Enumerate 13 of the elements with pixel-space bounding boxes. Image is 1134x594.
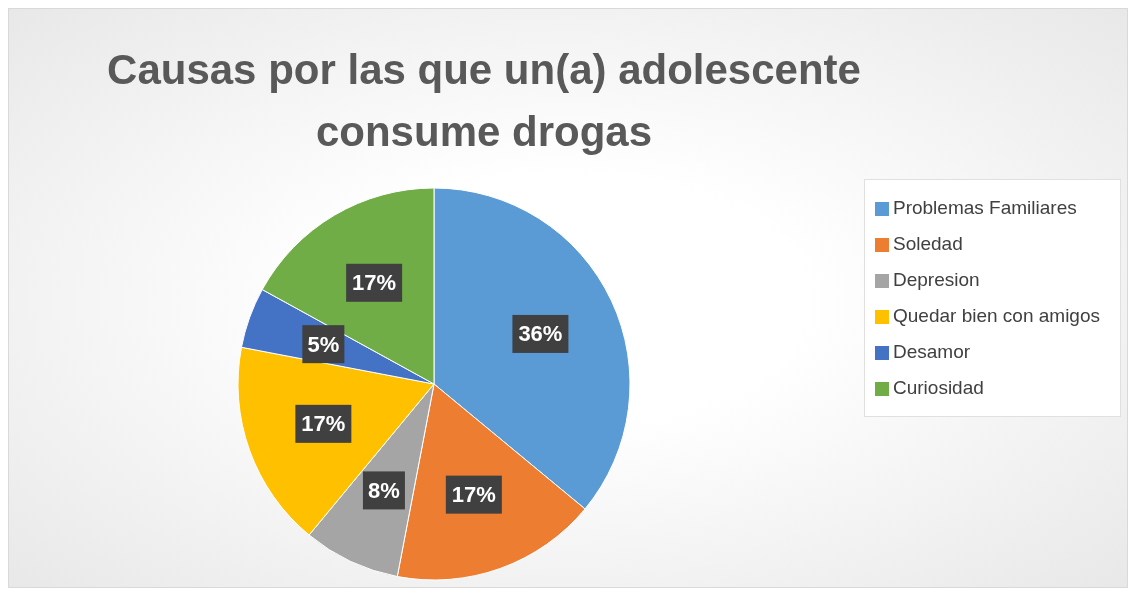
legend-label: Quedar bien con amigos xyxy=(892,305,1100,326)
legend-label: Desamor xyxy=(892,341,971,362)
data-label: 5% xyxy=(307,331,340,357)
data-label: 36% xyxy=(518,321,563,347)
data-label: 17% xyxy=(352,270,397,296)
legend-label: Curiosidad xyxy=(892,377,984,398)
legend-label: Depresion xyxy=(892,269,980,290)
legend-label: Soledad xyxy=(892,233,963,254)
data-label: 17% xyxy=(301,411,346,437)
legend-label: Problemas Familiares xyxy=(892,197,1077,218)
chart-title: Causas por las que un(a) adolescente consume drogas xyxy=(106,45,862,157)
data-label: 17% xyxy=(451,482,496,508)
data-label: 8% xyxy=(368,477,400,503)
